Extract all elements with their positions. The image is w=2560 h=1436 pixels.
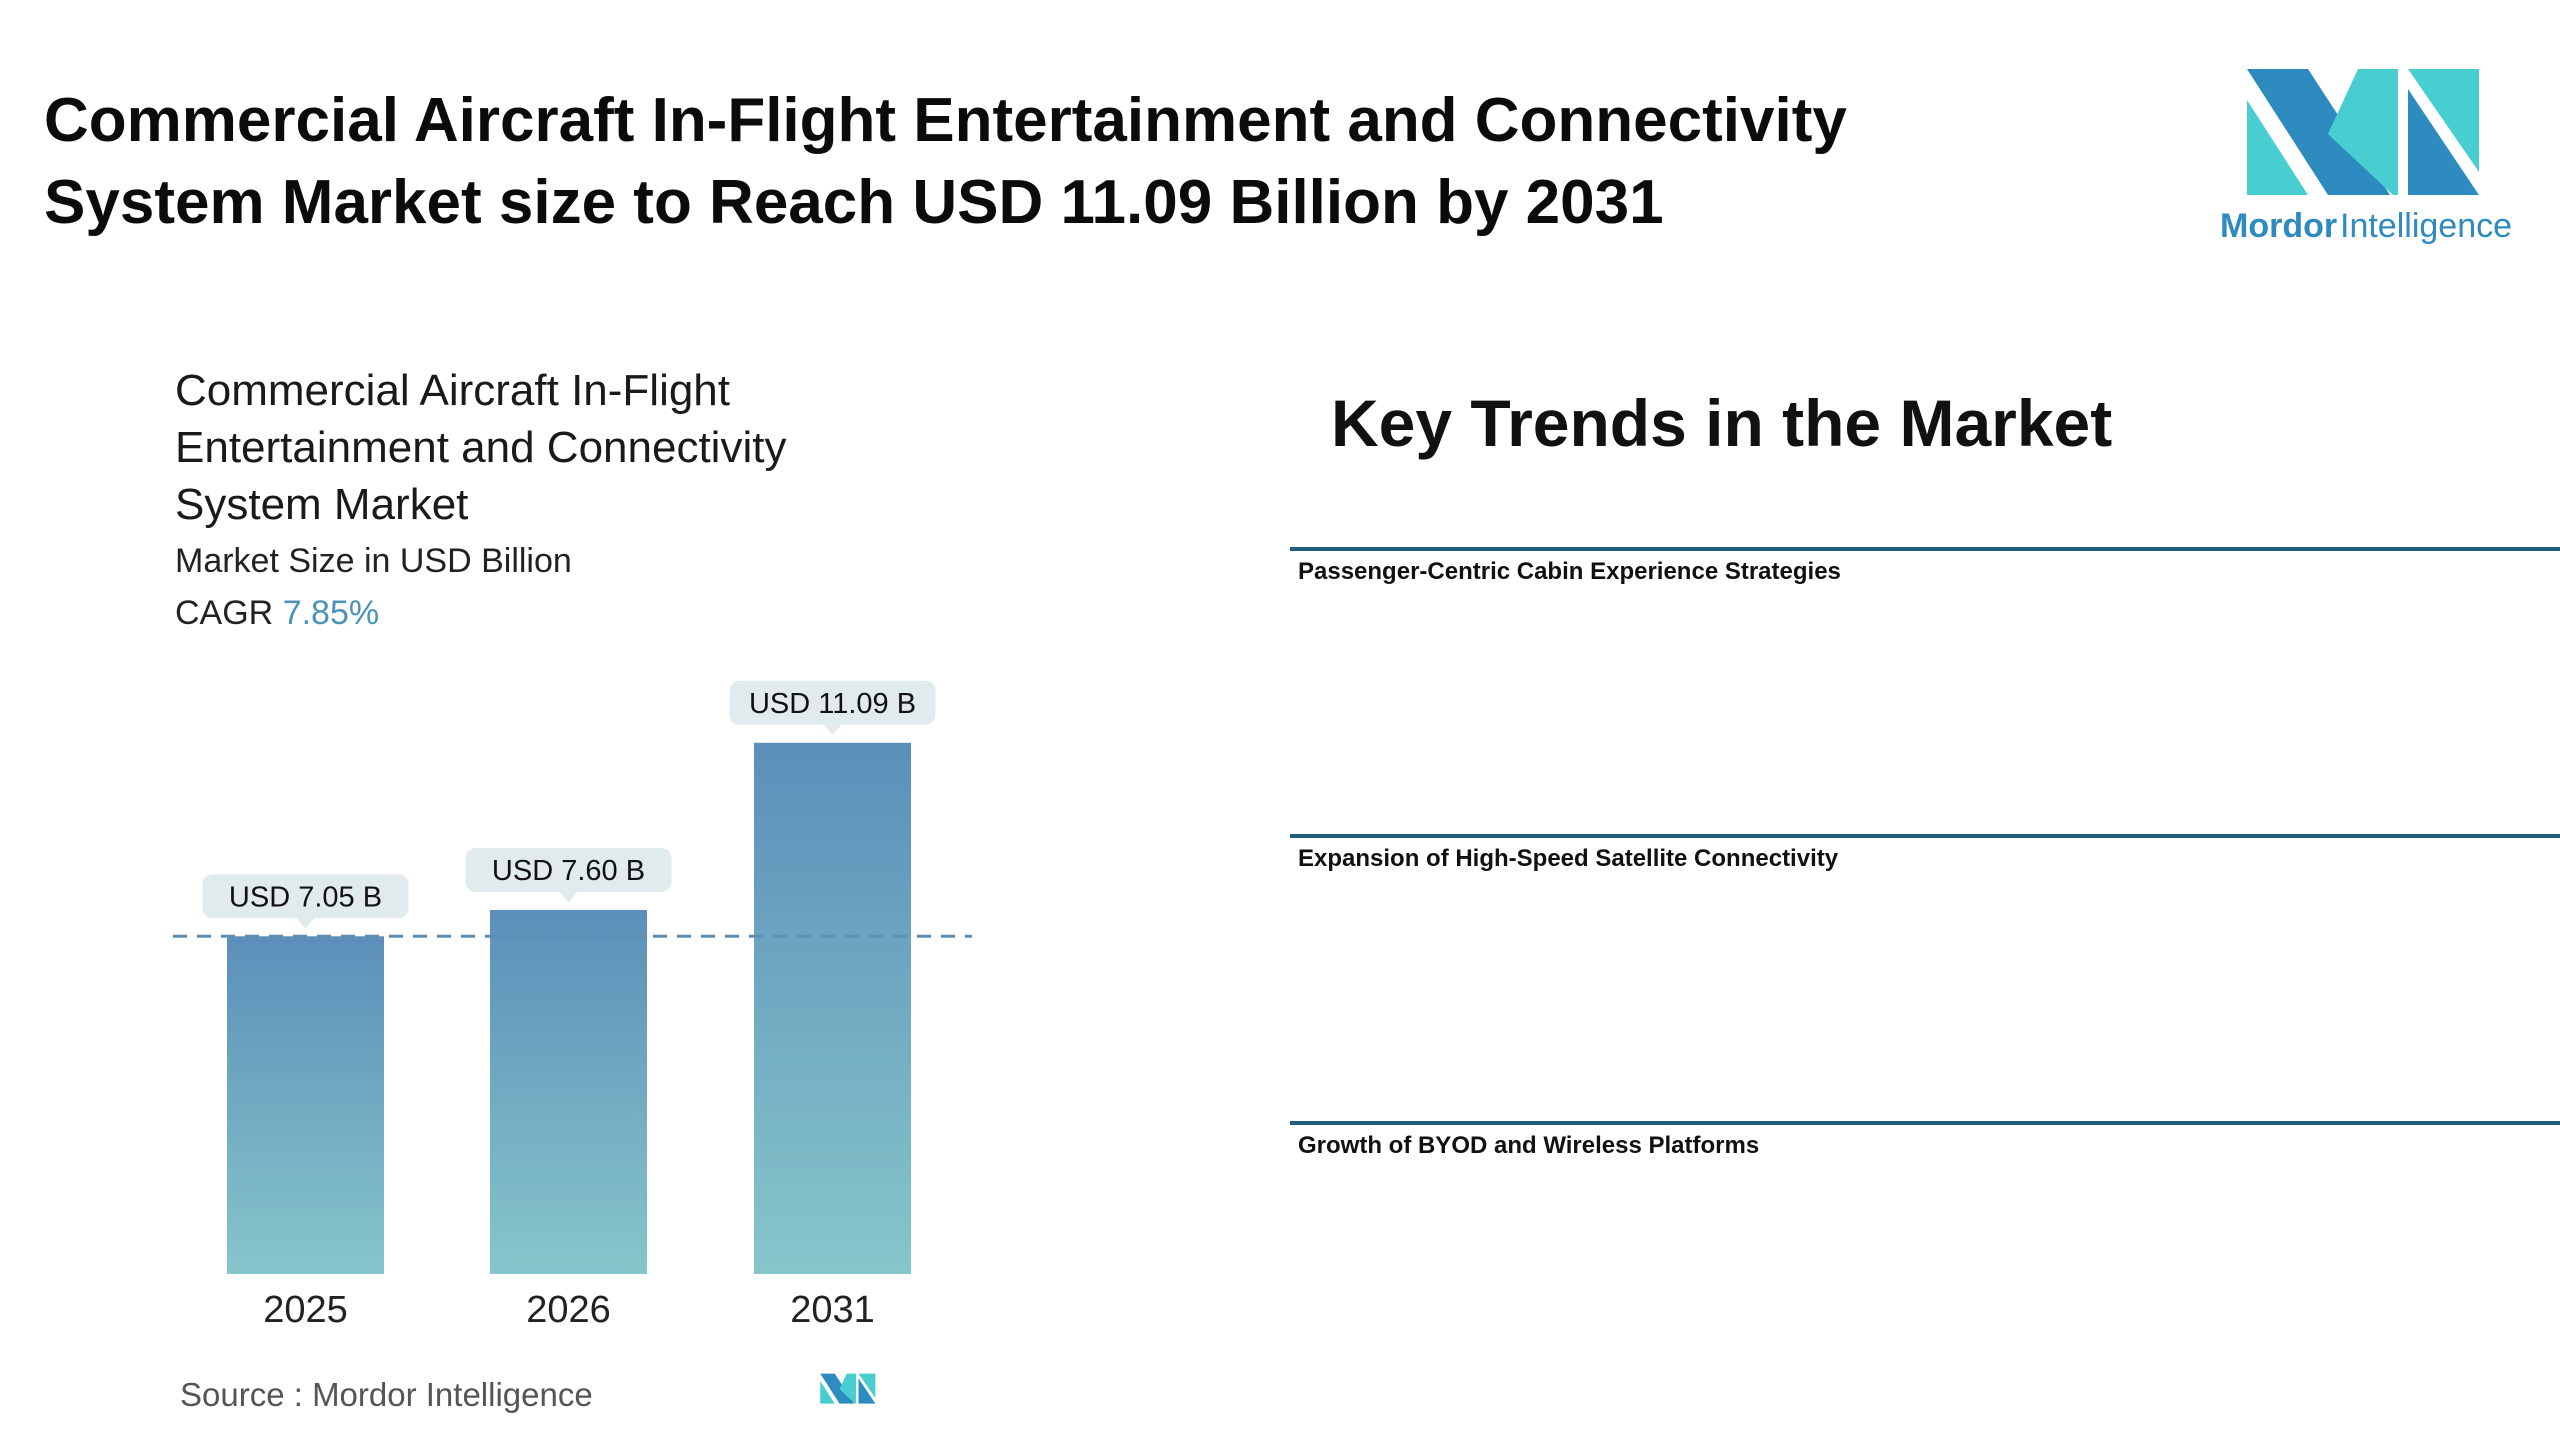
x-tick-label: 2031 [790,1289,875,1331]
trend-item: Expansion of High-Speed Satellite Connec… [1298,845,1839,872]
data-label-pointer [559,891,578,902]
chart-title-line: System Market [175,480,469,529]
data-label-pointer [823,724,842,735]
bar [754,742,911,1274]
trend-item: Passenger-Centric Cabin Experience Strat… [1298,558,1841,585]
chart-title-line: Entertainment and Connectivity [175,423,787,472]
chart-title-line: Commercial Aircraft In-Flight [175,366,731,415]
x-tick-label: 2026 [526,1289,611,1331]
logo-text-mordor: Mordor [2220,207,2337,245]
logo-text-intelligence: Intelligence [2340,207,2512,245]
source-text: Source : Mordor Intelligence [180,1376,593,1413]
data-label-bubble [465,847,672,892]
bar [490,909,647,1274]
cagr: CAGR 7.85% [175,594,379,633]
bar [227,936,384,1274]
data-label-bubble [202,874,409,919]
cagr-label: CAGR [175,594,274,632]
title-line-1: Commercial Aircraft In-Flight Entertainm… [44,86,1847,155]
chart-title: Commercial Aircraft In-Flight Entertainm… [175,362,786,533]
mordor-logo: Mordor Intelligence [2218,62,2518,262]
x-tick-label: 2025 [263,1289,348,1331]
trend-divider [1290,547,2560,551]
data-label-pointer [296,918,315,929]
source-logo-icon [820,1373,876,1404]
title-line-2: System Market size to Reach USD 11.09 Bi… [44,168,1664,237]
bar-chart: USD 7.05 B 2025 USD 7.60 B 2026 USD 11.09 B 2… [173,680,972,1331]
data-label: USD 7.05 B [229,881,382,913]
cagr-value: 7.85% [282,594,380,632]
trend-item: Growth of BYOD and Wireless Platforms [1298,1132,1760,1159]
data-label-bubble [729,680,936,725]
data-label: USD 7.60 B [492,855,645,887]
data-label: USD 11.09 B [749,688,916,720]
trend-divider [1290,1121,2560,1125]
chart-subtitle: Market Size in USD Billion [175,542,572,580]
trend-divider [1290,834,2560,838]
trends-heading: Key Trends in the Market [1331,386,2113,460]
page-title: Commercial Aircraft In-Flight Entertainm… [44,80,2144,244]
